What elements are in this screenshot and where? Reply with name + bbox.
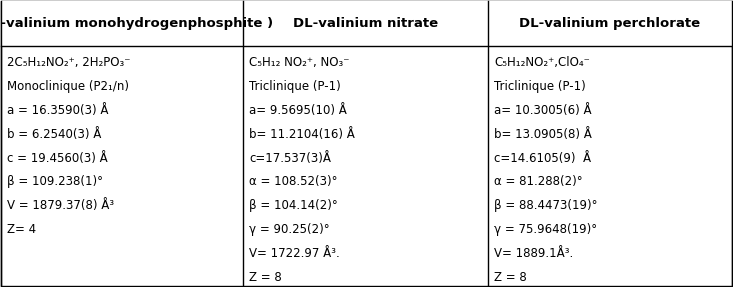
Text: a= 10.3005(6) Å: a= 10.3005(6) Å: [494, 104, 592, 117]
Text: γ = 90.25(2)°: γ = 90.25(2)°: [249, 223, 330, 236]
Text: DL-valinium perchlorate: DL-valinium perchlorate: [520, 17, 701, 30]
Text: α = 108.52(3)°: α = 108.52(3)°: [249, 175, 338, 189]
Text: C₅H₁₂ NO₂⁺, NO₃⁻: C₅H₁₂ NO₂⁺, NO₃⁻: [249, 56, 350, 69]
Text: β = 88.4473(19)°: β = 88.4473(19)°: [494, 199, 597, 212]
Text: V= 1722.97 Å³.: V= 1722.97 Å³.: [249, 247, 340, 260]
Text: Triclinique (P-1): Triclinique (P-1): [249, 80, 341, 93]
Text: c = 19.4560(3) Å: c = 19.4560(3) Å: [7, 152, 108, 165]
Text: Monoclinique (P2₁/n): Monoclinique (P2₁/n): [7, 80, 129, 93]
Text: a = 16.3590(3) Å: a = 16.3590(3) Å: [7, 104, 108, 117]
Text: b = 6.2540(3) Å: b = 6.2540(3) Å: [7, 128, 101, 141]
Text: β = 109.238(1)°: β = 109.238(1)°: [7, 175, 103, 189]
Text: b= 11.2104(16) Å: b= 11.2104(16) Å: [249, 128, 355, 141]
Text: a= 9.5695(10) Å: a= 9.5695(10) Å: [249, 104, 347, 117]
Text: α = 81.288(2)°: α = 81.288(2)°: [494, 175, 583, 189]
Text: c=17.537(3)Å: c=17.537(3)Å: [249, 152, 331, 165]
Text: V = 1879.37(8) Å³: V = 1879.37(8) Å³: [7, 199, 114, 212]
Text: c=14.6105(9)  Å: c=14.6105(9) Å: [494, 152, 591, 165]
Text: DL-valinium nitrate: DL-valinium nitrate: [293, 17, 438, 30]
Text: 2C₅H₁₂NO₂⁺, 2H₂PO₃⁻: 2C₅H₁₂NO₂⁺, 2H₂PO₃⁻: [7, 56, 130, 69]
Text: γ = 75.9648(19)°: γ = 75.9648(19)°: [494, 223, 597, 236]
Text: Z = 8: Z = 8: [249, 271, 281, 284]
Text: Z = 8: Z = 8: [494, 271, 527, 284]
Text: Di(L-valinium monohydrogenphosphite ): Di(L-valinium monohydrogenphosphite ): [0, 17, 273, 30]
Text: Z= 4: Z= 4: [7, 223, 36, 236]
Text: Triclinique (P-1): Triclinique (P-1): [494, 80, 586, 93]
Text: V= 1889.1Å³.: V= 1889.1Å³.: [494, 247, 573, 260]
Text: b= 13.0905(8) Å: b= 13.0905(8) Å: [494, 128, 592, 141]
Text: C₅H₁₂NO₂⁺,ClO₄⁻: C₅H₁₂NO₂⁺,ClO₄⁻: [494, 56, 590, 69]
Bar: [1, 1, 732, 46]
Text: β = 104.14(2)°: β = 104.14(2)°: [249, 199, 338, 212]
